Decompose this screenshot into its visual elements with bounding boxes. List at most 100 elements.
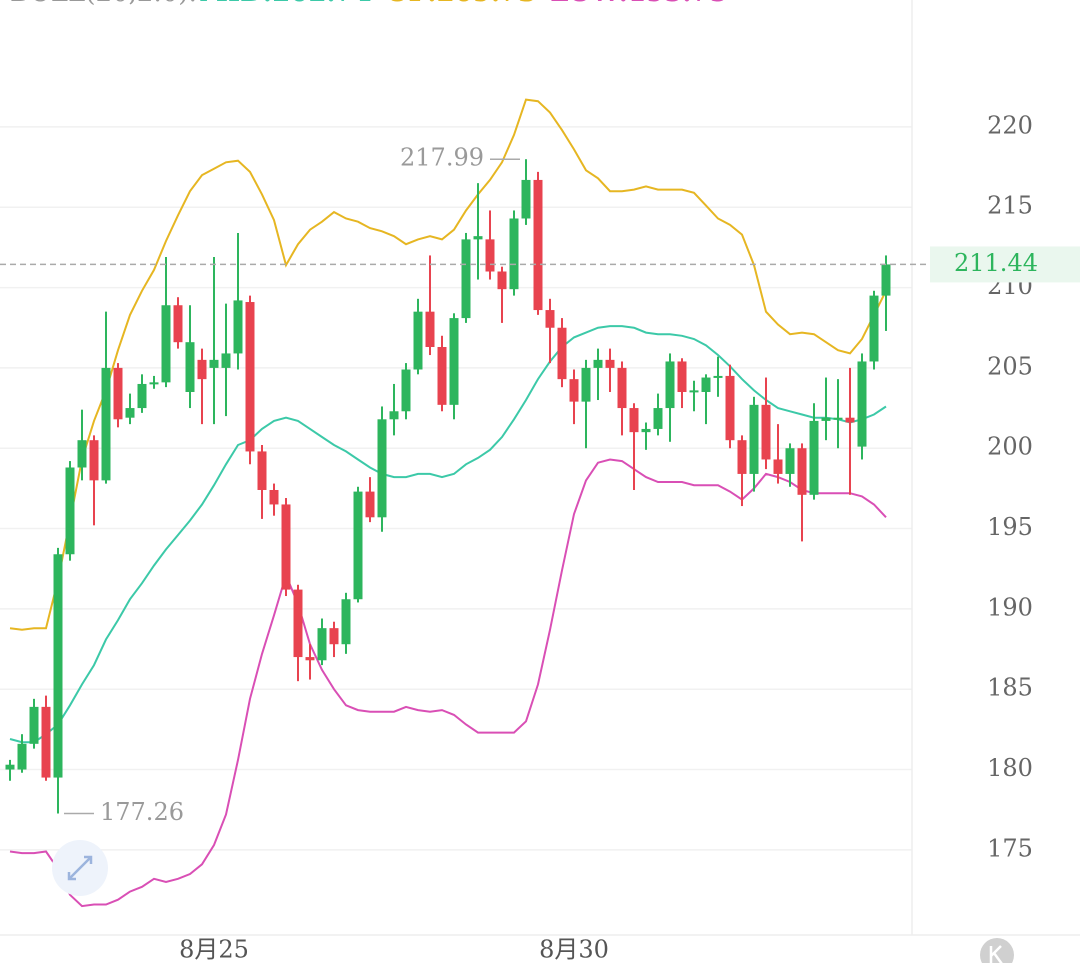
candle-body (653, 408, 663, 429)
candle-body (593, 359, 603, 368)
candle-body (881, 264, 891, 296)
candle-body (341, 599, 351, 645)
candle-body (785, 448, 795, 474)
candle-body (473, 236, 483, 240)
x-tick-label: 8月25 (179, 936, 249, 963)
candle-body (29, 706, 39, 744)
candle-body (365, 491, 375, 518)
indicator-label: BOLL(20,2.0): (10, 0, 197, 8)
candle-body (149, 382, 159, 385)
candle-body (389, 411, 399, 420)
candle-body (101, 367, 111, 481)
candle-body (821, 417, 831, 421)
min-label: 177.26 (100, 798, 184, 826)
candle-body (257, 451, 267, 490)
legend-entry: UP:209.73 (386, 0, 536, 8)
y-tick-label: 215 (987, 192, 1033, 220)
candle-body (413, 311, 423, 370)
candle-body (173, 305, 183, 343)
candle-body (281, 504, 291, 590)
y-tick-label: 180 (987, 754, 1033, 782)
candle-body (401, 369, 411, 412)
x-tick-label: 8月30 (539, 936, 609, 963)
candle-body (449, 318, 459, 405)
candle-body (221, 353, 231, 368)
candle-body (857, 361, 867, 447)
candle-body (425, 311, 435, 348)
candle-body (293, 589, 303, 658)
candle-body (797, 448, 807, 495)
candle-body (233, 300, 243, 354)
candle-body (665, 361, 675, 409)
candle-body (833, 417, 843, 420)
candle-body (557, 327, 567, 380)
candle-body (17, 743, 27, 770)
k-icon (989, 945, 1003, 963)
candle-body (581, 367, 591, 402)
candle-body (461, 239, 471, 319)
candle-body (521, 179, 531, 219)
candle-body (713, 375, 723, 378)
candle-body (845, 417, 855, 423)
candle-body (497, 271, 507, 290)
legend-entry: LOW:195.75 (550, 0, 727, 8)
candle-body (545, 310, 555, 328)
candle-body (509, 218, 519, 290)
indicator-header: BOLL(20,2.0):MID:202.74 UP:209.73 LOW:195.… (10, 0, 728, 8)
k-button[interactable] (980, 938, 1014, 963)
candle-body (197, 359, 207, 380)
candle-body (41, 706, 51, 778)
candle-body (485, 239, 495, 272)
candle-body (761, 404, 771, 460)
y-tick-label: 200 (987, 433, 1033, 461)
candle-body (533, 179, 543, 311)
candle-body (65, 467, 75, 555)
candle-body (317, 628, 327, 661)
candle-body (269, 489, 279, 505)
candle-body (161, 305, 171, 383)
candle-body (89, 440, 99, 481)
band-line (9, 325, 887, 744)
grid (0, 126, 912, 851)
candle-body (245, 302, 255, 452)
y-tick-label: 205 (987, 352, 1033, 380)
candle-body (641, 428, 651, 433)
candle-body (353, 491, 363, 600)
candle-body (305, 657, 315, 661)
candle-body (749, 404, 759, 474)
candle-body (377, 419, 387, 518)
candle-body (437, 347, 447, 405)
candle-body (689, 390, 699, 393)
last-price-tag (930, 246, 1080, 283)
expand-icon (67, 855, 93, 881)
candle-body (617, 367, 627, 409)
candle-body (125, 408, 135, 418)
legend-entry: MID:202.74 (199, 0, 372, 8)
candle-body (329, 628, 339, 645)
candle-body (701, 377, 711, 392)
candle-body (605, 359, 615, 368)
band-line (9, 458, 887, 908)
y-tick-label: 190 (987, 593, 1033, 621)
y-tick-label: 185 (987, 674, 1033, 702)
candle-body (137, 383, 147, 409)
candle-body (77, 440, 87, 468)
candle-body (725, 375, 735, 441)
last-price-label: 211.44 (954, 249, 1038, 277)
candle-body (869, 295, 879, 362)
y-tick-label: 195 (987, 513, 1033, 541)
candle-body (5, 764, 15, 770)
expand-button[interactable] (52, 840, 108, 896)
y-tick-label: 175 (987, 834, 1033, 862)
candles (5, 159, 891, 814)
candle-body (809, 420, 819, 495)
y-tick-label: 220 (987, 111, 1033, 139)
max-label: 217.99 (400, 144, 484, 172)
candle-body (185, 342, 195, 392)
candle-body (209, 359, 219, 368)
candle-body (629, 408, 639, 433)
candle-body (773, 459, 783, 474)
